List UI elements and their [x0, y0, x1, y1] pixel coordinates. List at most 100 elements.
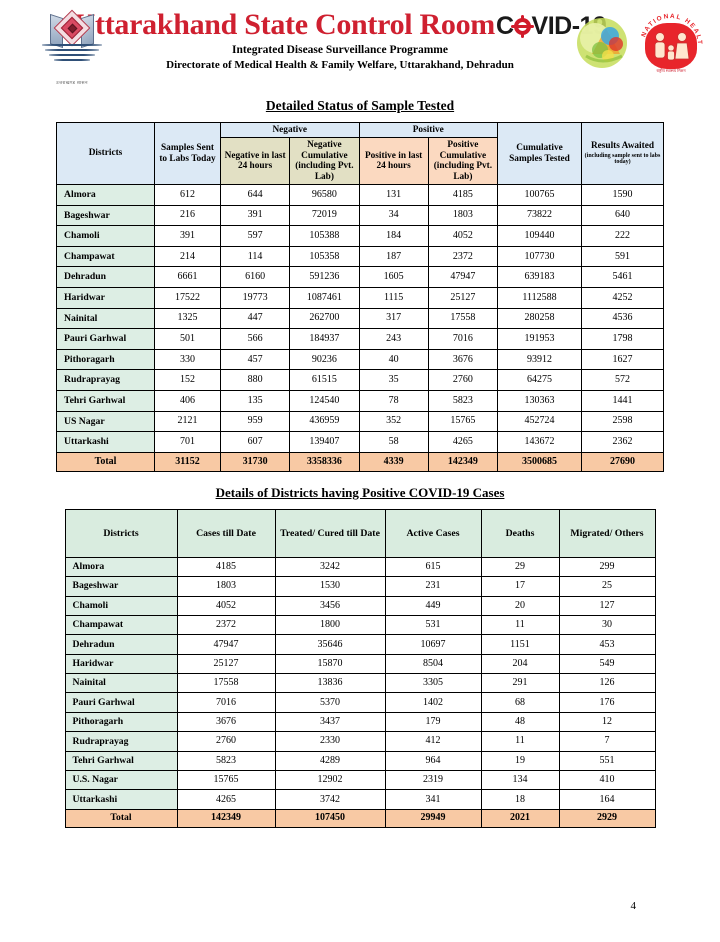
table-row: Nainital 17558 13836 3305 291 126: [64, 673, 656, 694]
cell-positive-cumulative: 3676: [427, 348, 499, 371]
th2-cases-till-date: Cases till Date: [176, 508, 276, 558]
cell-active-cases: 615: [384, 556, 482, 578]
positive-cases-table: Districts Cases till Date Treated/ Cured…: [64, 508, 656, 828]
cell-results-awaited: 572: [581, 369, 664, 391]
cell-district-name: Bageshwar: [64, 576, 178, 597]
cell-samples-sent: 1325: [154, 307, 221, 330]
total-deaths: 2021: [480, 808, 560, 828]
page-title: Uttarakhand State Control Room: [73, 8, 496, 41]
cell-negative-24h: 959: [219, 410, 291, 433]
cell-cumulative-tested: 109440: [497, 225, 582, 247]
cell-migrated-others: 299: [558, 556, 656, 578]
cell-negative-24h: 6160: [219, 266, 291, 288]
cell-migrated-others: 127: [558, 595, 656, 616]
svg-text:राष्ट्रीय स्वास्थ्य मिशन: राष्ट्रीय स्वास्थ्य मिशन: [656, 68, 686, 73]
cell-migrated-others: 164: [558, 789, 656, 810]
cell-cumulative-tested: 64275: [497, 369, 582, 391]
table-row: U.S. Nagar 15765 12902 2319 134 410: [64, 770, 656, 791]
cell-active-cases: 449: [384, 595, 482, 616]
cell-deaths: 204: [480, 653, 560, 675]
cell-cumulative-tested: 107730: [497, 245, 582, 268]
table1-header-row-1: Districts Samples Sent to Labs Today Neg…: [56, 121, 664, 186]
cell-negative-24h: 880: [219, 369, 291, 391]
table-row: Almora 4185 3242 615 29 299: [64, 556, 656, 578]
cell-deaths: 48: [480, 711, 560, 733]
th-positive-group: Positive: [358, 121, 498, 139]
cell-treated-cured: 35646: [274, 634, 386, 655]
cell-negative-24h: 457: [219, 348, 291, 371]
th-negative-group: Negative: [220, 121, 360, 139]
table-row: Pauri Garhwal 501 566 184937 243 7016 191953 17…: [56, 328, 664, 350]
table2-title: Details of Districts having Positive COV…: [215, 484, 505, 500]
th-cumulative-tested: Cumulative Samples Tested: [497, 121, 582, 186]
cell-treated-cured: 13836: [274, 673, 386, 694]
cell-results-awaited: 222: [581, 225, 664, 247]
cell-positive-cumulative: 4265: [427, 431, 499, 453]
uttarakhand-logo-caption: उत्तराखण्ड शासन: [56, 80, 88, 85]
national-health-mission-logo-icon: NATIONAL HEALTH MISSION राष्ट्रीय स्वास्…: [633, 5, 706, 80]
cell-results-awaited: 1441: [581, 389, 664, 412]
cell-samples-sent: 152: [154, 369, 221, 391]
cell-treated-cured: 3437: [274, 711, 386, 733]
cell-positive-cumulative: 4185: [427, 184, 499, 206]
cell-treated-cured: 5370: [274, 692, 386, 713]
total-district-name: Total: [56, 451, 155, 472]
subtitle-directorate: Directorate of Medical Health & Family W…: [166, 59, 514, 71]
cell-positive-cumulative: 1803: [427, 204, 499, 227]
cell-negative-cumulative: 591236: [289, 266, 360, 288]
covid-wordmark: C VID-19: [496, 14, 607, 39]
cell-district-name: Champawat: [64, 614, 178, 636]
cell-cases-till-date: 25127: [176, 653, 276, 675]
cell-positive-cumulative: 5823: [427, 389, 499, 412]
cell-samples-sent: 216: [154, 204, 221, 227]
cell-migrated-others: 176: [558, 692, 656, 713]
cell-migrated-others: 549: [558, 653, 656, 675]
cell-treated-cured: 1530: [274, 576, 386, 597]
th-results-awaited-sub: (including sample sent to labs today): [584, 152, 661, 166]
page-number: 4: [630, 900, 637, 912]
cell-positive-cumulative: 15765: [427, 410, 499, 433]
cell-treated-cured: 15870: [274, 653, 386, 675]
cell-positive-24h: 1115: [358, 287, 429, 309]
cell-district-name: Pithoragarh: [64, 711, 178, 733]
cell-negative-cumulative: 184937: [289, 328, 360, 350]
cell-cumulative-tested: 639183: [497, 266, 582, 288]
table-row: Dehradun 6661 6160 591236 1605 47947 639183 546…: [56, 266, 664, 288]
cell-positive-cumulative: 2372: [427, 245, 499, 268]
cell-negative-cumulative: 72019: [289, 204, 360, 227]
cell-treated-cured: 4289: [274, 750, 386, 772]
cell-cumulative-tested: 280258: [497, 307, 582, 330]
total-cumulative-tested: 3500685: [497, 451, 582, 472]
table-row: Champawat 2372 1800 531 11 30: [64, 614, 656, 636]
cell-treated-cured: 12902: [274, 770, 386, 791]
cell-negative-cumulative: 124540: [289, 389, 360, 412]
cell-migrated-others: 551: [558, 750, 656, 772]
cell-samples-sent: 701: [154, 431, 221, 453]
cell-cumulative-tested: 130363: [497, 389, 582, 412]
th-samples-sent: Samples Sent to Labs Today: [154, 121, 221, 186]
cell-deaths: 18: [480, 789, 560, 810]
cell-negative-cumulative: 105358: [289, 245, 360, 268]
cell-treated-cured: 3242: [274, 556, 386, 578]
table-total-row: Total 31152 31730 3358336 4339 142349 3500685 2…: [56, 451, 664, 472]
th-results-awaited: Results Awaited (including sample sent t…: [581, 121, 664, 186]
cell-district-name: Nainital: [64, 673, 178, 694]
cell-active-cases: 531: [384, 614, 482, 636]
cell-cases-till-date: 2760: [176, 731, 276, 752]
table-row: Bageshwar 216 391 72019 34 1803 73822 640: [56, 204, 664, 227]
cell-cumulative-tested: 452724: [497, 410, 582, 433]
cell-samples-sent: 406: [154, 389, 221, 412]
cell-active-cases: 412: [384, 731, 482, 752]
cell-treated-cured: 3742: [274, 789, 386, 810]
cell-cases-till-date: 1803: [176, 576, 276, 597]
cell-migrated-others: 30: [558, 614, 656, 636]
cell-treated-cured: 3456: [274, 595, 386, 616]
cell-negative-24h: 597: [219, 225, 291, 247]
cell-samples-sent: 17522: [154, 287, 221, 309]
cell-active-cases: 3305: [384, 673, 482, 694]
cell-treated-cured: 2330: [274, 731, 386, 752]
cell-deaths: 1151: [480, 634, 560, 655]
uttarakhand-government-logo-icon: उत्तराखण्ड शासन: [36, 9, 108, 85]
cell-active-cases: 2319: [384, 770, 482, 791]
cell-positive-24h: 243: [358, 328, 429, 350]
